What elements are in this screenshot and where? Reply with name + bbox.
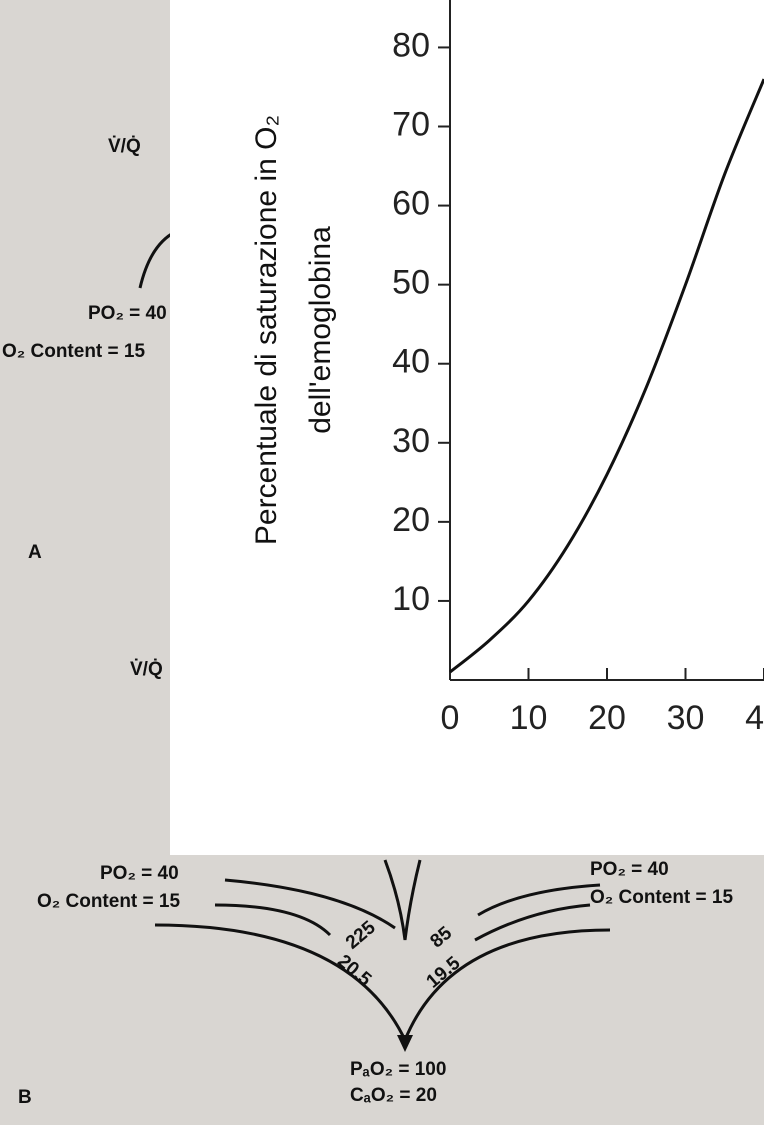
pao2: PₐO₂ = 100 bbox=[350, 1059, 446, 1080]
x-tick-label: 30 bbox=[667, 699, 705, 737]
y-axis-label: Percentuale di saturazione in O₂ bbox=[250, 115, 283, 545]
po2-b-right: PO₂ = 40 bbox=[590, 859, 669, 880]
y-tick-label: 60 bbox=[392, 185, 430, 223]
ratio-b: V̇/Q̇ bbox=[130, 658, 163, 680]
y-axis-label: dell'emoglobina bbox=[304, 226, 337, 434]
y-tick-label: 50 bbox=[392, 264, 430, 302]
content-b-left: O₂ Content = 15 bbox=[37, 891, 180, 912]
y-tick-label: 70 bbox=[392, 105, 430, 143]
content-b-right: O₂ Content = 15 bbox=[590, 887, 733, 908]
po2-b-left: PO₂ = 40 bbox=[100, 863, 179, 884]
y-tick-label: 20 bbox=[392, 501, 430, 539]
po2-a: PO₂ = 40 bbox=[88, 303, 167, 324]
letter-a: A bbox=[28, 542, 42, 563]
x-tick-label: 0 bbox=[441, 699, 460, 737]
x-tick-label: 20 bbox=[588, 699, 626, 737]
content-a: O₂ Content = 15 bbox=[2, 341, 145, 362]
y-tick-label: 40 bbox=[392, 343, 430, 381]
cao2: CₐO₂ = 20 bbox=[350, 1085, 437, 1106]
page: V̇/Q̇ PO₂ = 40 O₂ Content = 15 A V̇/Q̇ P… bbox=[0, 0, 764, 1125]
screenshot: V̇/Q̇ PO₂ = 40 O₂ Content = 15 A V̇/Q̇ P… bbox=[0, 0, 764, 1125]
x-tick-label: 40 bbox=[745, 699, 764, 737]
letter-b: B bbox=[18, 1087, 32, 1108]
y-tick-label: 80 bbox=[392, 26, 430, 64]
ratio-a: V̇/Q̇ bbox=[108, 135, 141, 157]
x-tick-label: 10 bbox=[510, 699, 548, 737]
y-tick-label: 10 bbox=[392, 580, 430, 618]
y-tick-label: 30 bbox=[392, 422, 430, 460]
